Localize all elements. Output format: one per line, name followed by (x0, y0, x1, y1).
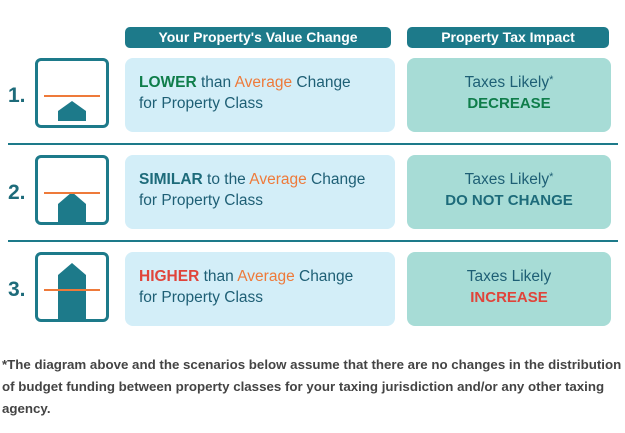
change-word: Change (306, 171, 366, 188)
keyword-similar: SIMILAR (139, 171, 203, 188)
connector-text: to the (202, 171, 250, 188)
line2-text: for Property Class (139, 289, 264, 306)
change-word: Change (294, 268, 354, 285)
footnote-marker: * (549, 171, 554, 183)
house-similar-icon (35, 155, 109, 225)
scenario-row-2: 2. SIMILAR to the Average Change for Pro… (0, 155, 625, 231)
row-divider (8, 143, 618, 145)
average-word: Average (237, 268, 295, 285)
footnote: *The diagram above and the scenarios bel… (2, 357, 622, 416)
value-change-header: Your Property's Value Change (125, 27, 391, 48)
tax-impact-box: Taxes Likely INCREASE (407, 252, 611, 326)
average-word: Average (249, 171, 307, 188)
scenario-number: 1. (8, 84, 26, 107)
value-change-box: HIGHER than Average Change for Property … (125, 252, 395, 326)
keyword-lower: LOWER (139, 74, 197, 91)
change-word: Change (292, 74, 351, 91)
tax-impact-box: Taxes Likely* DO NOT CHANGE (407, 155, 611, 229)
house-lower-icon (35, 58, 109, 128)
scenario-row-1: 1. LOWER than Average Change for Propert… (0, 58, 625, 134)
keyword-higher: HIGHER (139, 268, 200, 285)
line2-text: for Property Class (139, 192, 264, 209)
scenario-number: 3. (8, 278, 26, 301)
tax-impact-box: Taxes Likely* DECREASE (407, 58, 611, 132)
taxes-likely-text: Taxes Likely (464, 74, 550, 91)
row-divider (8, 240, 618, 242)
scenario-number: 2. (8, 181, 26, 204)
outcome-increase: INCREASE (470, 289, 548, 306)
connector-text: than (196, 74, 235, 91)
tax-impact-header: Property Tax Impact (407, 27, 609, 48)
outcome-decrease: DECREASE (467, 95, 551, 112)
scenario-row-3: 3. HIGHER than Average Change for Proper… (0, 252, 625, 328)
taxes-likely-text: Taxes Likely (464, 171, 550, 188)
value-change-box: LOWER than Average Change for Property C… (125, 58, 395, 132)
outcome-no-change: DO NOT CHANGE (445, 192, 573, 209)
house-higher-icon (35, 252, 109, 322)
average-word: Average (234, 74, 293, 91)
connector-text: than (199, 268, 238, 285)
value-change-box: SIMILAR to the Average Change for Proper… (125, 155, 395, 229)
footnote-marker: * (549, 74, 554, 86)
taxes-likely-text: Taxes Likely (466, 268, 552, 285)
line2-text: for Property Class (139, 95, 264, 112)
